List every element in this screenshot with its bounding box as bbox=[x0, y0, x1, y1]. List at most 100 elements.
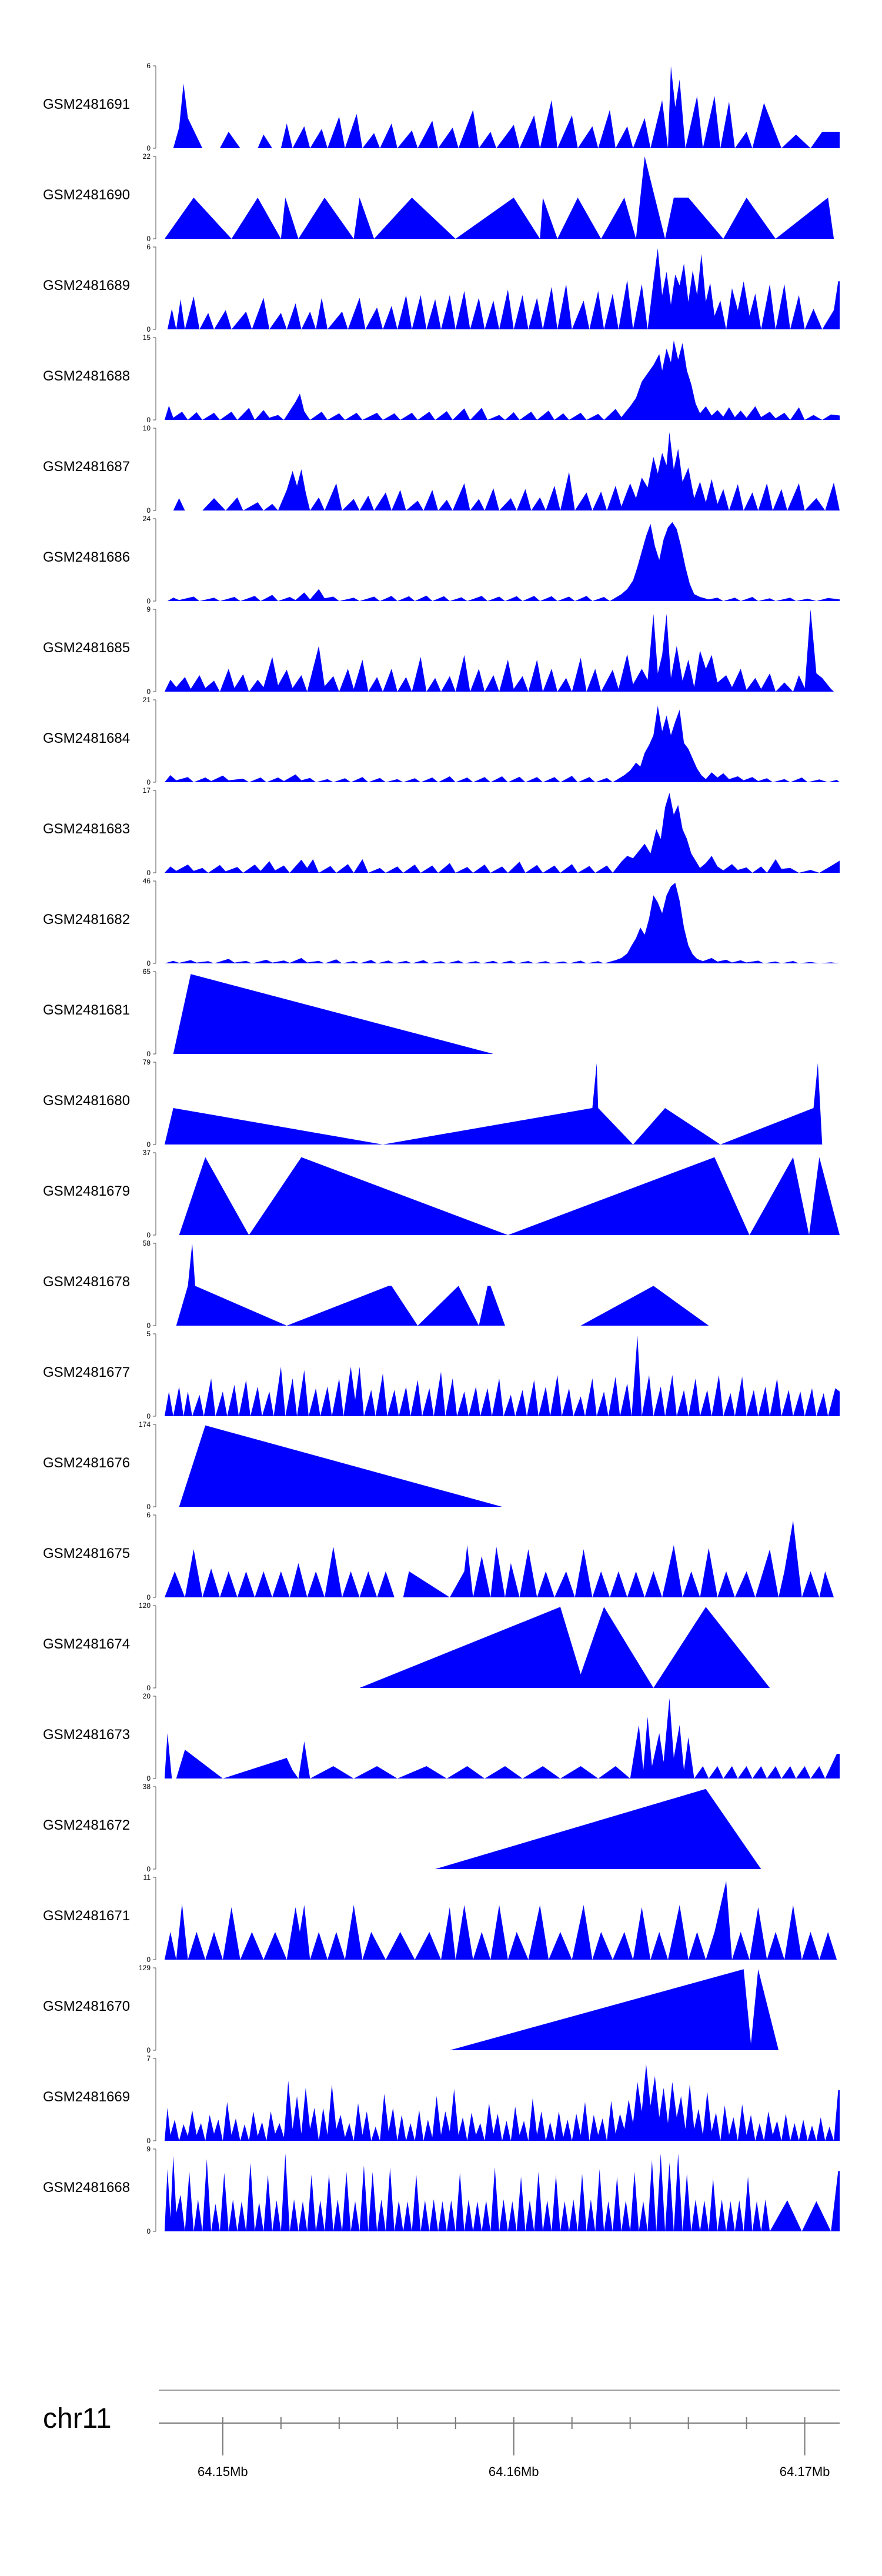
track-label: GSM2481686 bbox=[43, 549, 130, 565]
y-min-label: 0 bbox=[146, 597, 151, 605]
coverage-area bbox=[159, 1335, 840, 1416]
coverage-area bbox=[159, 609, 840, 692]
y-max-label: 6 bbox=[146, 1511, 151, 1519]
y-max-label: 120 bbox=[139, 1601, 151, 1610]
coverage-area bbox=[179, 1157, 840, 1235]
y-max-label: 17 bbox=[143, 786, 151, 795]
y-min-label: 0 bbox=[146, 1322, 151, 1330]
track: GSM2481670 129 0 bbox=[43, 1964, 779, 2054]
y-max-label: 37 bbox=[143, 1149, 151, 1157]
track-label: GSM2481683 bbox=[43, 821, 130, 837]
y-max-label: 5 bbox=[146, 1330, 151, 1338]
coverage-area bbox=[159, 432, 840, 510]
y-min-label: 0 bbox=[146, 2227, 151, 2235]
track-label: GSM2481684 bbox=[43, 730, 130, 746]
y-max-label: 6 bbox=[146, 243, 151, 251]
y-max-label: 58 bbox=[143, 1239, 151, 1247]
y-max-label: 9 bbox=[146, 2145, 151, 2153]
track-label: GSM2481685 bbox=[43, 640, 130, 656]
track: GSM2481672 38 0 bbox=[43, 1783, 761, 1873]
coverage-area bbox=[159, 522, 840, 601]
y-max-label: 9 bbox=[146, 605, 151, 613]
track-label: GSM2481676 bbox=[43, 1455, 130, 1471]
y-min-label: 0 bbox=[146, 1774, 151, 1783]
track-label: GSM2481668 bbox=[43, 2180, 130, 2195]
y-max-label: 129 bbox=[139, 1964, 151, 1972]
coverage-area bbox=[159, 248, 840, 329]
track: GSM2481689 6 0 bbox=[43, 243, 840, 333]
x-tick-label: 64.16Mb bbox=[489, 2464, 539, 2479]
track: GSM2481668 9 0 bbox=[43, 2145, 840, 2235]
track-label: GSM2481680 bbox=[43, 1093, 130, 1109]
y-min-label: 0 bbox=[146, 1412, 151, 1420]
y-min-label: 0 bbox=[146, 506, 151, 515]
y-max-label: 20 bbox=[143, 1692, 151, 1700]
coverage-area bbox=[159, 2153, 840, 2231]
coverage-area bbox=[159, 340, 840, 420]
track-label: GSM2481682 bbox=[43, 912, 130, 927]
y-min-label: 0 bbox=[146, 1140, 151, 1149]
track-label: GSM2481674 bbox=[43, 1636, 130, 1652]
track-label: GSM2481688 bbox=[43, 368, 130, 384]
y-max-label: 22 bbox=[143, 152, 151, 161]
track: GSM2481673 20 0 bbox=[43, 1692, 840, 1783]
track: GSM2481687 10 0 bbox=[43, 424, 840, 515]
track-label: GSM2481689 bbox=[43, 278, 130, 293]
track: GSM2481679 37 0 bbox=[43, 1149, 840, 1239]
track: GSM2481674 120 0 bbox=[43, 1601, 770, 1692]
track-label: GSM2481687 bbox=[43, 459, 130, 475]
track: GSM2481682 46 0 bbox=[43, 877, 840, 967]
coverage-area bbox=[164, 1063, 823, 1144]
coverage-area bbox=[179, 1425, 502, 1507]
coverage-area bbox=[159, 2064, 840, 2141]
y-min-label: 0 bbox=[146, 959, 151, 967]
track: GSM2481671 11 0 bbox=[43, 1873, 840, 1964]
track: GSM2481688 15 0 bbox=[43, 333, 840, 424]
track-label: GSM2481679 bbox=[43, 1183, 130, 1199]
x-tick-label: 64.17Mb bbox=[780, 2464, 830, 2479]
track: GSM2481686 24 0 bbox=[43, 515, 840, 605]
coverage-area bbox=[159, 156, 840, 239]
y-min-label: 0 bbox=[146, 688, 151, 696]
y-max-label: 79 bbox=[143, 1058, 151, 1066]
chromosome-label: chr11 bbox=[43, 2403, 112, 2434]
y-max-label: 11 bbox=[143, 1873, 151, 1881]
y-min-label: 0 bbox=[146, 325, 151, 333]
track: GSM2481676 174 0 bbox=[43, 1420, 502, 1511]
track: GSM2481680 79 0 bbox=[43, 1058, 823, 1149]
y-min-label: 0 bbox=[146, 1050, 151, 1058]
coverage-area bbox=[159, 1698, 840, 1778]
y-max-label: 38 bbox=[143, 1783, 151, 1791]
track: GSM2481683 17 0 bbox=[43, 786, 840, 877]
y-max-label: 24 bbox=[143, 515, 151, 523]
coverage-area bbox=[159, 1520, 840, 1597]
coverage-area bbox=[359, 1607, 770, 1688]
y-min-label: 0 bbox=[146, 2046, 151, 2054]
chromosome-axis-panel: chr11 64.15Mb 64.16Mb 64.17Mb bbox=[43, 2390, 840, 2479]
x-tick-label: 64.15Mb bbox=[198, 2464, 248, 2479]
coverage-area bbox=[159, 1881, 840, 1960]
y-max-label: 65 bbox=[143, 967, 151, 976]
track: GSM2481675 6 0 bbox=[43, 1511, 840, 1601]
genome-axis-ticks: 64.15Mb 64.16Mb 64.17Mb bbox=[198, 2417, 830, 2479]
coverage-area bbox=[159, 883, 840, 963]
track: GSM2481691 6 0 bbox=[43, 62, 840, 152]
track-label: GSM2481678 bbox=[43, 1274, 130, 1290]
track: GSM2481678 58 0 bbox=[43, 1239, 764, 1330]
y-max-label: 6 bbox=[146, 62, 151, 70]
track: GSM2481669 7 0 bbox=[43, 2054, 840, 2145]
y-min-label: 0 bbox=[146, 1503, 151, 1511]
coverage-area bbox=[435, 1788, 761, 1869]
coverage-area bbox=[173, 974, 494, 1054]
y-min-label: 0 bbox=[146, 1865, 151, 1873]
coverage-area bbox=[449, 1969, 779, 2050]
y-max-label: 10 bbox=[143, 424, 151, 432]
y-min-label: 0 bbox=[146, 235, 151, 243]
y-min-label: 0 bbox=[146, 778, 151, 786]
y-min-label: 0 bbox=[146, 1684, 151, 1692]
y-max-label: 174 bbox=[139, 1420, 151, 1429]
track-label: GSM2481672 bbox=[43, 1817, 130, 1833]
y-max-label: 46 bbox=[143, 877, 151, 885]
track-label: GSM2481670 bbox=[43, 1998, 130, 2014]
